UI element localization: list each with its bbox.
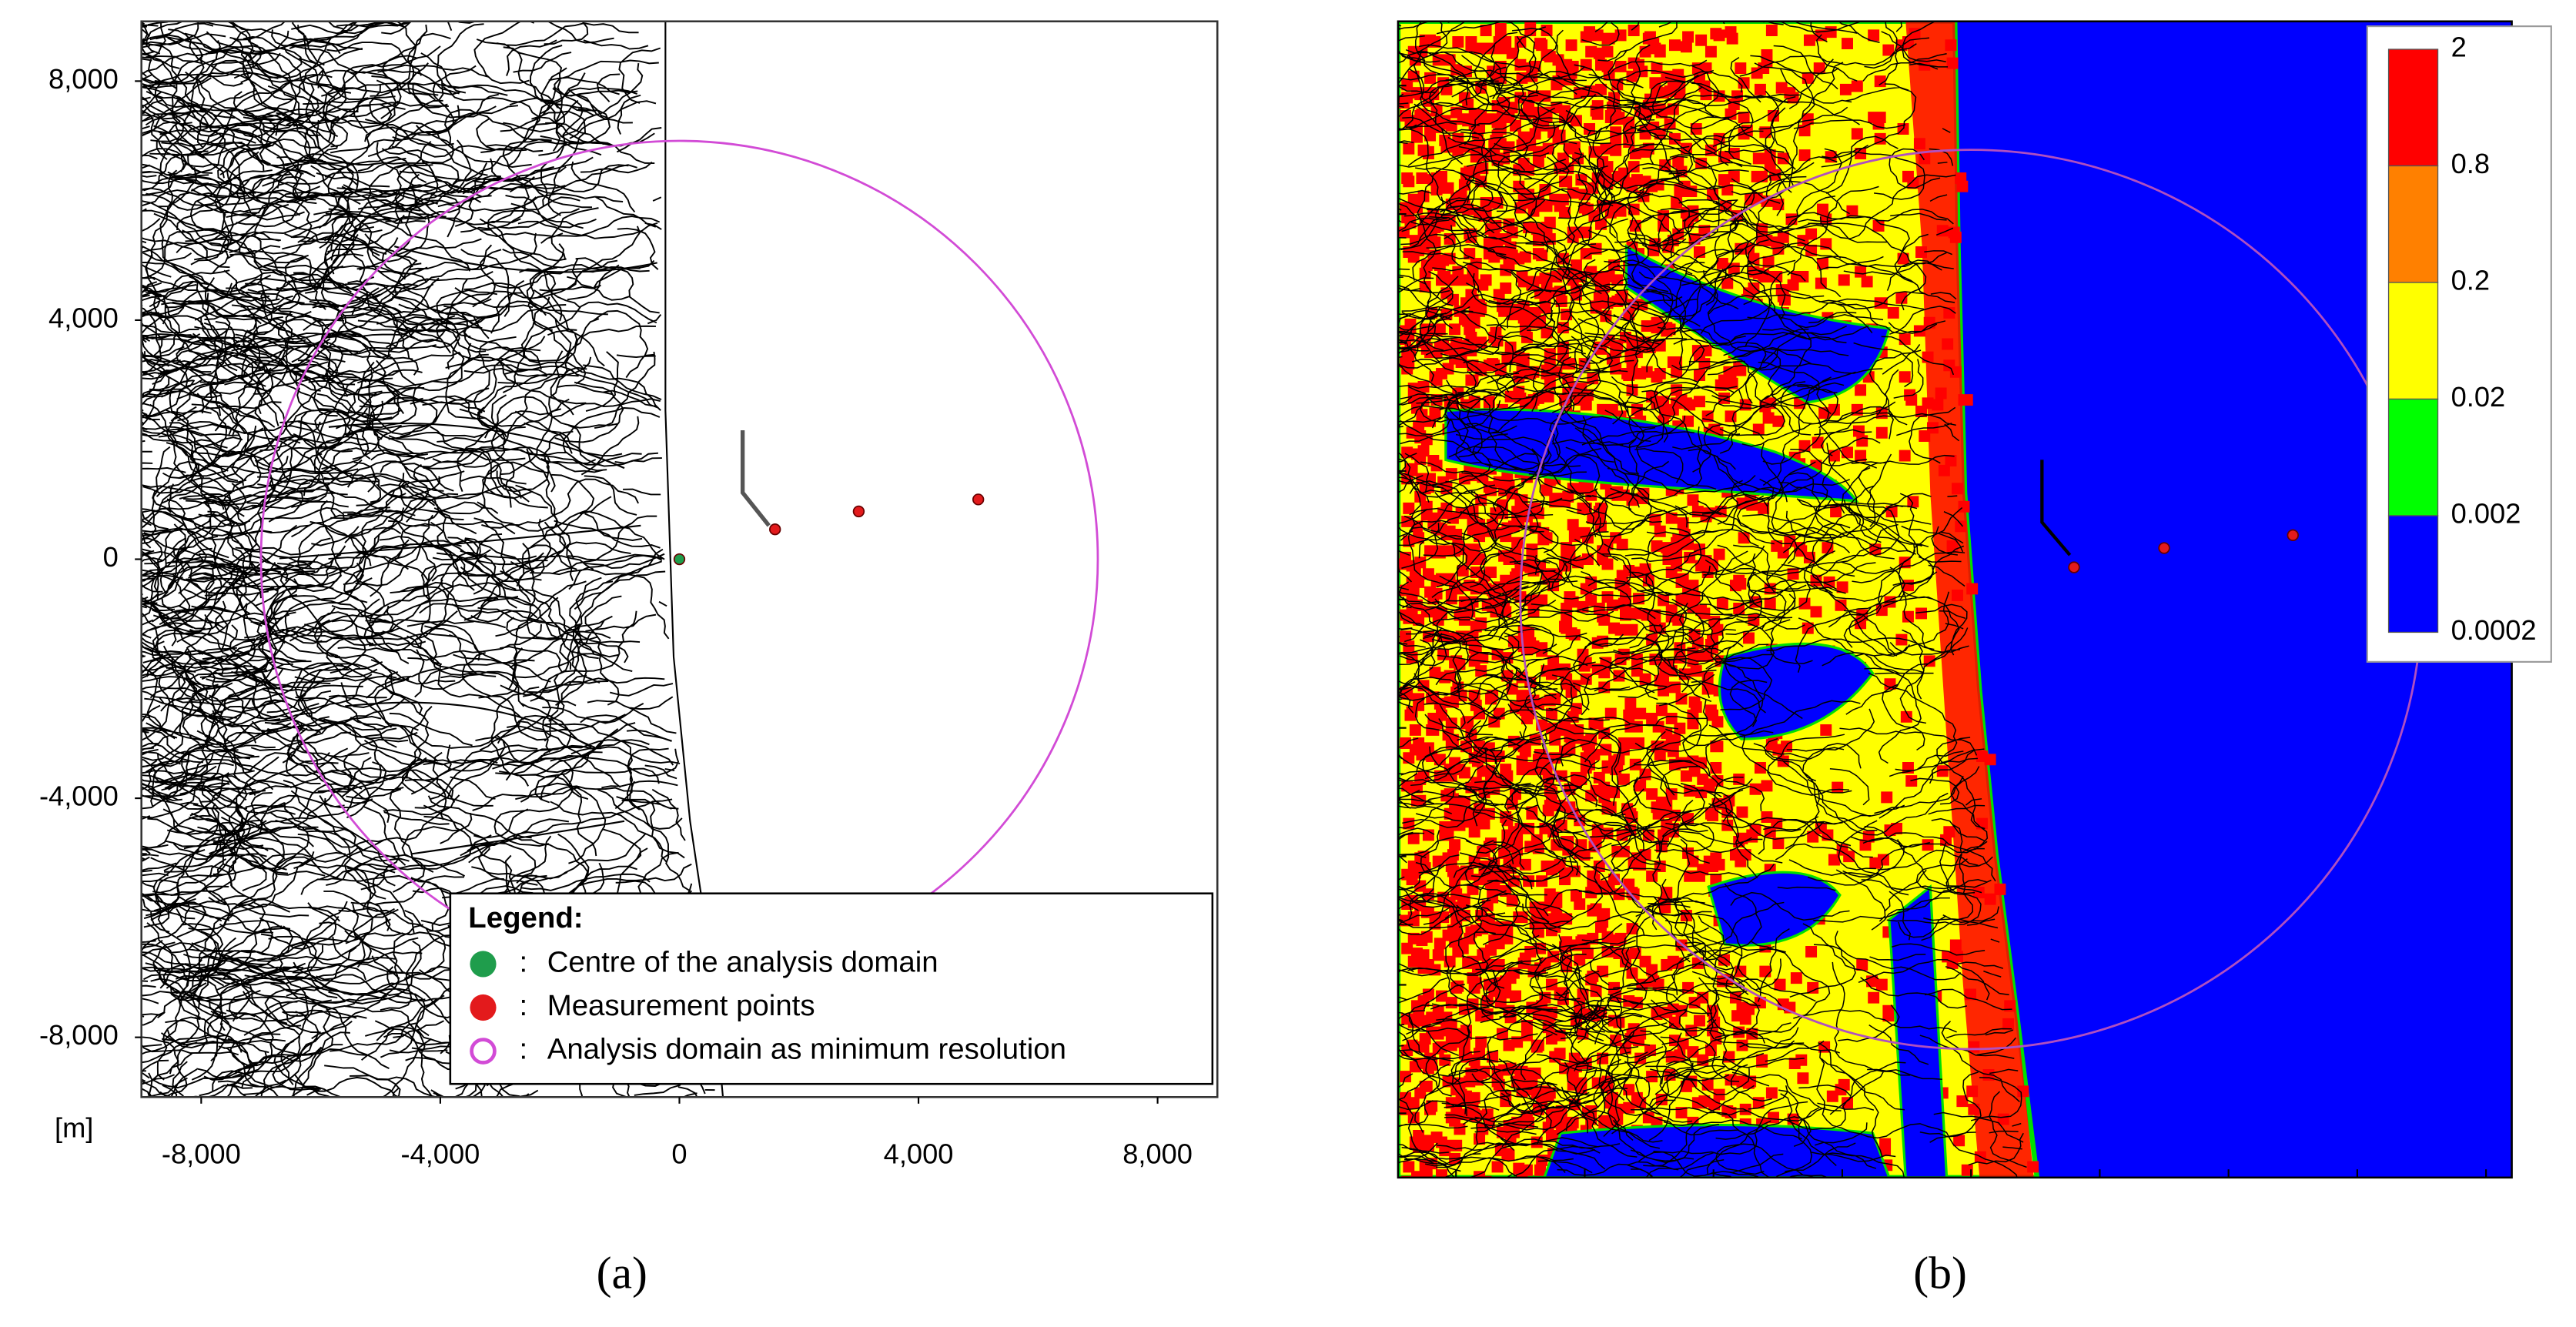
data-point <box>673 553 686 566</box>
colorbar-cell <box>2387 48 2439 167</box>
coastal-strip <box>1905 21 2034 1178</box>
contour-lines <box>141 21 715 1098</box>
colorbar-cell <box>2387 398 2439 516</box>
colorbar-label: 0.8 <box>2451 148 2490 179</box>
x-tick-label: 8,000 <box>1122 1138 1193 1170</box>
y-tick-label: 8,000 <box>49 63 119 95</box>
x-tick-label: -4,000 <box>400 1138 480 1170</box>
panel-label: (b) <box>1913 1248 1967 1299</box>
legend-label: Centre of the analysis domain <box>547 946 938 979</box>
colorbar-cell <box>2387 515 2439 633</box>
colorbar-label: 2 <box>2451 32 2467 63</box>
legend-marker <box>470 994 497 1021</box>
legend-box <box>449 892 1214 1085</box>
estuary-outlines <box>279 246 657 855</box>
legend-label: Measurement points <box>547 989 815 1022</box>
x-tick-label: 0 <box>671 1138 687 1170</box>
x-tick-label: -8,000 <box>162 1138 241 1170</box>
y-tick-label: -4,000 <box>39 780 119 812</box>
legend-separator: : <box>519 989 527 1022</box>
x-tick-label: 4,000 <box>884 1138 954 1170</box>
axis-unit: [m] <box>55 1112 93 1144</box>
y-tick-label: 0 <box>103 541 119 573</box>
data-point <box>769 523 781 536</box>
legend-title: Legend: <box>468 901 583 934</box>
pier <box>740 430 771 527</box>
colorbar-label: 0.2 <box>2451 265 2490 296</box>
pier <box>2040 460 2072 557</box>
y-tick-label: 4,000 <box>49 303 119 334</box>
legend-marker <box>470 951 497 978</box>
legend-separator: : <box>519 1033 527 1066</box>
data-point <box>2287 529 2299 542</box>
data-point <box>852 505 865 518</box>
contour-lines <box>1397 21 2027 1178</box>
legend-marker <box>470 1038 497 1065</box>
overlay: -8,000 -4,000 0 4,000 8,000 8,000 4,000 0 -4,000… <box>39 20 2552 1299</box>
data-point <box>2068 561 2080 573</box>
colorbar-cell <box>2387 282 2439 400</box>
data-point <box>2158 542 2170 554</box>
colorbar-label: 0.02 <box>2451 381 2506 413</box>
panel-label: (a) <box>597 1248 647 1299</box>
legend-separator: : <box>519 946 527 979</box>
high-value-cells <box>1397 21 2039 1178</box>
y-tick-label: -8,000 <box>39 1019 119 1051</box>
colorbar-cell <box>2387 165 2439 283</box>
colorbar-label: 0.002 <box>2451 498 2521 530</box>
data-point <box>972 493 985 506</box>
colorbar-label: 0.0002 <box>2451 614 2537 646</box>
legend-label: Analysis domain as minimum resolution <box>547 1033 1066 1066</box>
panel-b-map <box>1397 21 2512 1178</box>
